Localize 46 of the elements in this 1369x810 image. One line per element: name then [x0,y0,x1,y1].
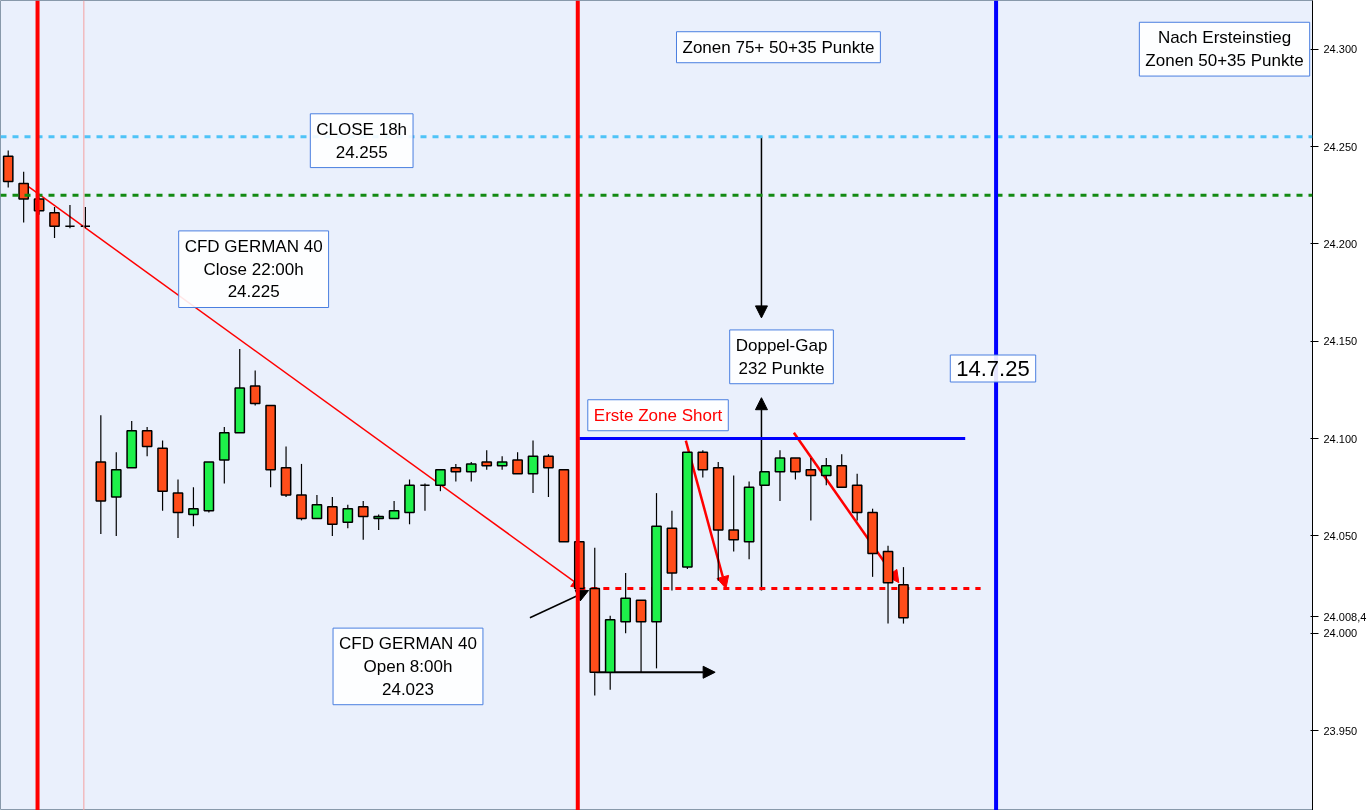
candlestick [481,449,493,471]
candlestick [296,463,307,521]
annotation: Nach Ersteinstieg Zonen 50+35 Punkte [1145,28,1304,71]
candlestick [620,572,632,634]
candlestick [141,426,153,457]
candlestick [172,478,184,539]
candlestick [728,475,740,553]
y-tick-label: 24.150 [1323,335,1358,348]
y-tick-label: 24.000 [1323,627,1358,640]
y-tick-label: 23.950 [1323,724,1358,737]
y-tick-label: 24.300 [1323,43,1358,56]
candlestick [64,204,76,229]
candlestick [342,504,354,529]
candlestick [311,494,323,520]
y-tick-label: 24.100 [1323,432,1358,445]
candlestick [419,482,431,512]
candlestick [249,369,261,407]
y-tick-label: 24.250 [1323,140,1358,153]
candlestick [465,461,477,483]
candlestick [18,171,30,224]
candlestick [357,500,369,541]
candlestick [49,206,60,239]
candlestick [697,449,709,479]
annotation: Doppel-Gap 232 Punkte [735,335,828,378]
candlestick [512,451,523,475]
annotation: CFD GERMAN 40 Close 22:00h 24.225 [184,236,323,302]
candlestick [790,457,801,481]
candlestick [820,457,832,486]
candlestick [774,449,786,502]
candlestick [188,486,199,527]
y-tick-label: 24.200 [1323,237,1358,250]
candlestick [496,455,508,471]
candlestick [326,496,338,537]
y-tick-label: 24.050 [1323,529,1358,542]
y-tick-label: 24.008,4 [1323,610,1367,623]
candlestick [543,453,554,498]
annotation: CFD GERMAN 40 Open 8:00h 24.023 [339,634,477,699]
annotation: Zonen 75+ 50+35 Punkte [682,37,875,57]
annotation: CLOSE 18h 24.255 [316,119,408,162]
candlestick [527,439,539,494]
annotation: 14.7.25 [956,356,1030,381]
candlestick [80,206,91,229]
candlestick [805,457,817,521]
annotation: Erste Zone Short [593,405,723,425]
candlestick [435,469,446,492]
candlestick [836,453,848,489]
